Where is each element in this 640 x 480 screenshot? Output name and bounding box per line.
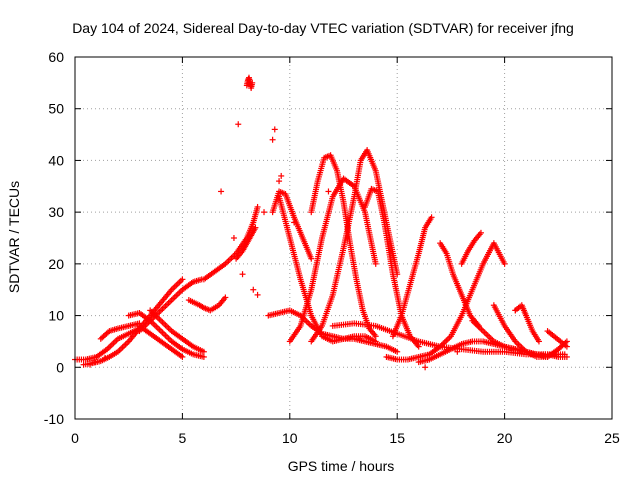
data-point [308,255,315,262]
series-arc-28 [544,328,570,350]
series-arc-10 [243,74,256,92]
data-point [535,338,542,345]
data-point [394,348,401,355]
data-points [72,74,570,371]
series-arc-26 [490,302,570,360]
data-point [372,260,379,267]
series-arc-2 [80,276,186,368]
series-arc-16 [308,152,379,340]
data-point [252,224,259,231]
data-point [222,294,229,301]
data-point [200,353,207,360]
series-arc-8 [185,294,229,314]
series-arc-13 [265,307,401,355]
series-arc-17 [308,147,401,345]
series-arc-3 [97,320,143,342]
data-point [372,333,379,340]
data-point [501,260,508,267]
data-point [249,79,256,86]
data-point [477,229,484,236]
series-arc-12 [269,188,315,262]
chart-title: Day 104 of 2024, Sidereal Day-to-day VTE… [72,20,574,36]
series-arc-23 [458,229,484,267]
series-arc-21 [389,214,435,340]
series-arc-9 [200,203,261,283]
series-arc-4 [125,309,207,360]
data-point [415,343,422,350]
data-point [563,353,570,360]
series-arc-27 [512,302,542,345]
series-arc-22 [437,240,482,329]
data-point [563,338,570,345]
data-point [428,214,435,221]
data-point [200,348,207,355]
data-point [372,338,379,345]
data-point [179,353,186,360]
data-point [179,276,186,283]
series-arc-6 [136,322,186,360]
data-point [254,203,261,210]
series-arc-11 [233,224,259,262]
series-arc-5 [136,276,205,335]
series-arc-7 [147,307,207,355]
